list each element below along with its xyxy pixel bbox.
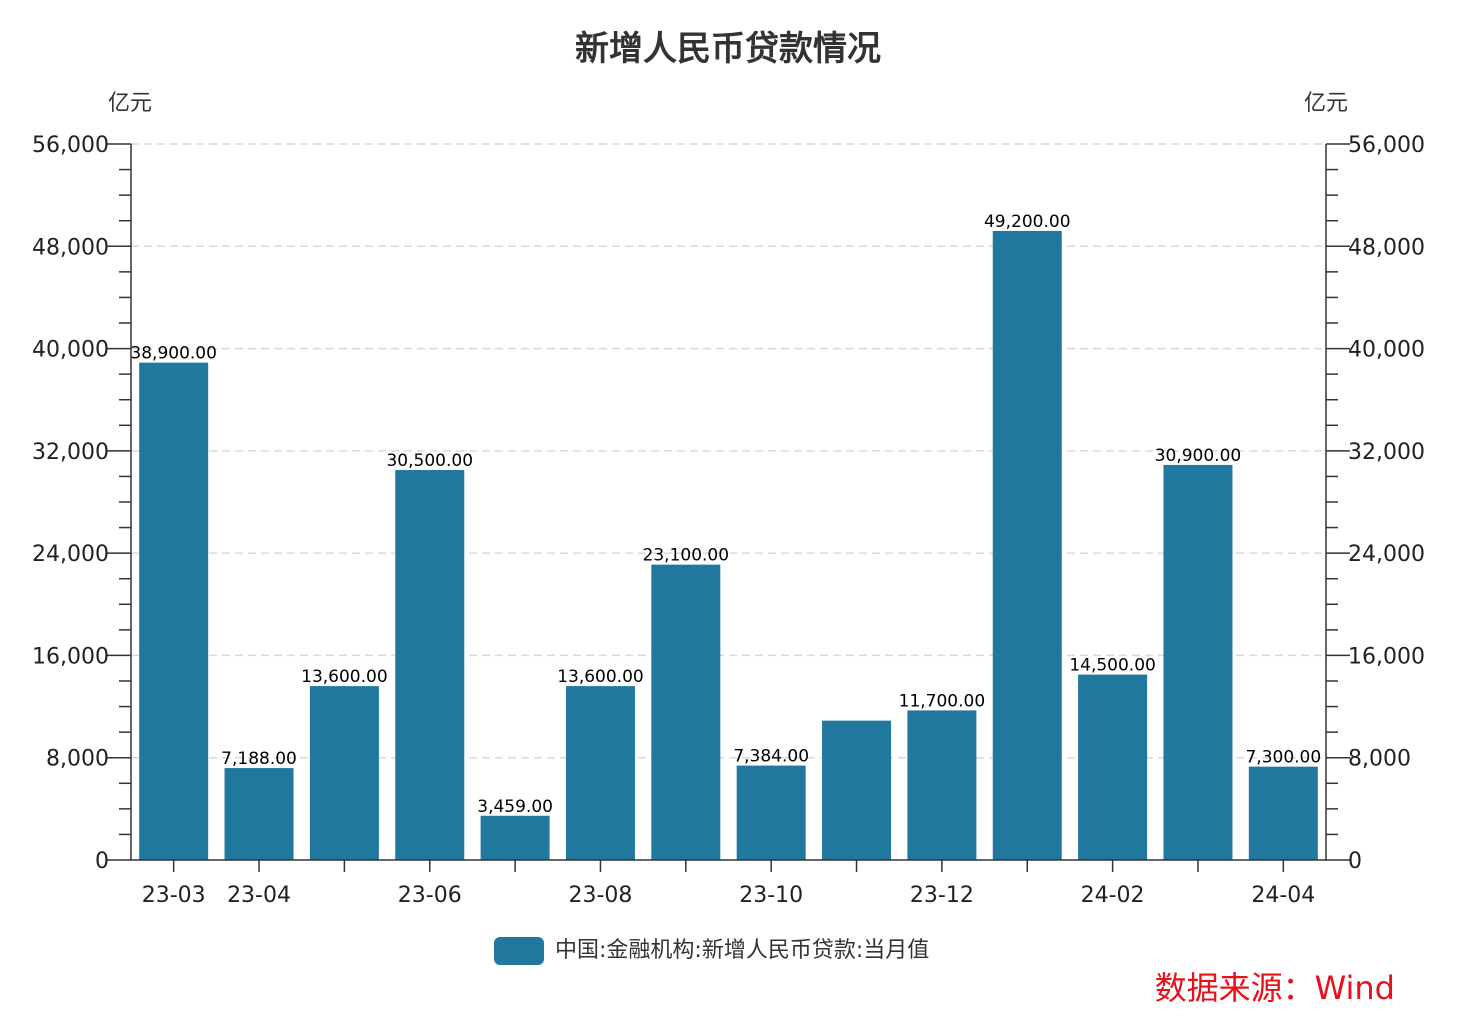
data-label: 13,600.00 (301, 667, 388, 687)
data-label: 49,200.00 (984, 212, 1071, 232)
bar-23-08 (565, 686, 635, 860)
left-y-tick-label: 48,000 (32, 235, 109, 260)
bar-23-06 (395, 470, 465, 860)
x-tick-label: 23-04 (227, 883, 291, 908)
bar-23-04 (224, 768, 294, 860)
right-y-tick-label: 16,000 (1348, 644, 1425, 669)
right-y-tick-label: 32,000 (1348, 440, 1425, 465)
data-label: 14,500.00 (1069, 656, 1156, 676)
left-y-tick-label: 32,000 (32, 440, 109, 465)
data-label: 7,384.00 (733, 747, 809, 767)
data-labels-group: 38,900.00 7,188.00 13,600.00 30,500.00 3,459… (130, 212, 1321, 817)
right-y-tick-label: 24,000 (1348, 542, 1425, 567)
x-tick-label: 23-03 (142, 883, 206, 908)
right-y-tick-label: 0 (1348, 849, 1362, 874)
left-y-tick-label: 40,000 (32, 338, 109, 363)
right-y-tick-label: 48,000 (1348, 235, 1425, 260)
x-tick-label: 24-04 (1251, 883, 1315, 908)
x-tick-label: 23-10 (739, 883, 803, 908)
data-label: 7,300.00 (1245, 748, 1321, 768)
data-source-note: 数据来源：Wind (1155, 969, 1395, 1007)
data-label: 23,100.00 (643, 546, 730, 566)
left-y-tick-label: 24,000 (32, 542, 109, 567)
bar-23-03 (139, 362, 209, 860)
x-tick-label: 23-12 (910, 883, 974, 908)
bar-23-12 (907, 710, 977, 860)
x-tick-label: 23-06 (398, 883, 462, 908)
data-label: 3,459.00 (477, 797, 553, 817)
x-tick-label: 24-02 (1081, 883, 1145, 908)
right-y-tick-label: 8,000 (1348, 747, 1411, 772)
bar-24-04 (1248, 766, 1318, 860)
bar-23-05 (309, 686, 379, 860)
bars-group (139, 230, 1318, 860)
bar-23-11 (822, 720, 892, 860)
data-label: 13,600.00 (557, 667, 644, 687)
data-label: 7,188.00 (221, 749, 297, 769)
left-y-tick-label: 8,000 (46, 747, 109, 772)
legend-label: 中国:金融机构:新增人民币贷款:当月值 (555, 938, 929, 963)
right-axis-unit: 亿元 (1304, 91, 1348, 116)
right-y-tick-label: 56,000 (1348, 133, 1425, 158)
left-y-tick-label: 16,000 (32, 644, 109, 669)
legend-swatch (494, 937, 544, 965)
chart-title: 新增人民币贷款情况 (575, 29, 881, 69)
bar-23-09 (651, 564, 721, 860)
data-label: 11,700.00 (899, 691, 986, 711)
data-label: 30,900.00 (1155, 446, 1242, 466)
grid-lines (131, 143, 1326, 759)
data-label: 38,900.00 (130, 344, 217, 364)
left-y-tick-label: 56,000 (32, 133, 109, 158)
left-y-tick-label: 0 (95, 849, 109, 874)
bar-24-02 (1078, 674, 1148, 860)
bar-23-10 (736, 765, 806, 860)
right-y-tick-label: 40,000 (1348, 338, 1425, 363)
data-label: 30,500.00 (386, 451, 473, 471)
left-axis-unit: 亿元 (108, 91, 152, 116)
bar-24-03 (1163, 464, 1233, 860)
legend[interactable]: 中国:金融机构:新增人民币贷款:当月值 (494, 937, 929, 965)
bar-23-07 (480, 815, 550, 860)
axes-group: 0 0 8,000 8,000 16,000 16,000 24,000 24,000 32,0… (32, 133, 1425, 908)
x-tick-label: 23-08 (568, 883, 632, 908)
bar-24-01 (992, 230, 1062, 860)
